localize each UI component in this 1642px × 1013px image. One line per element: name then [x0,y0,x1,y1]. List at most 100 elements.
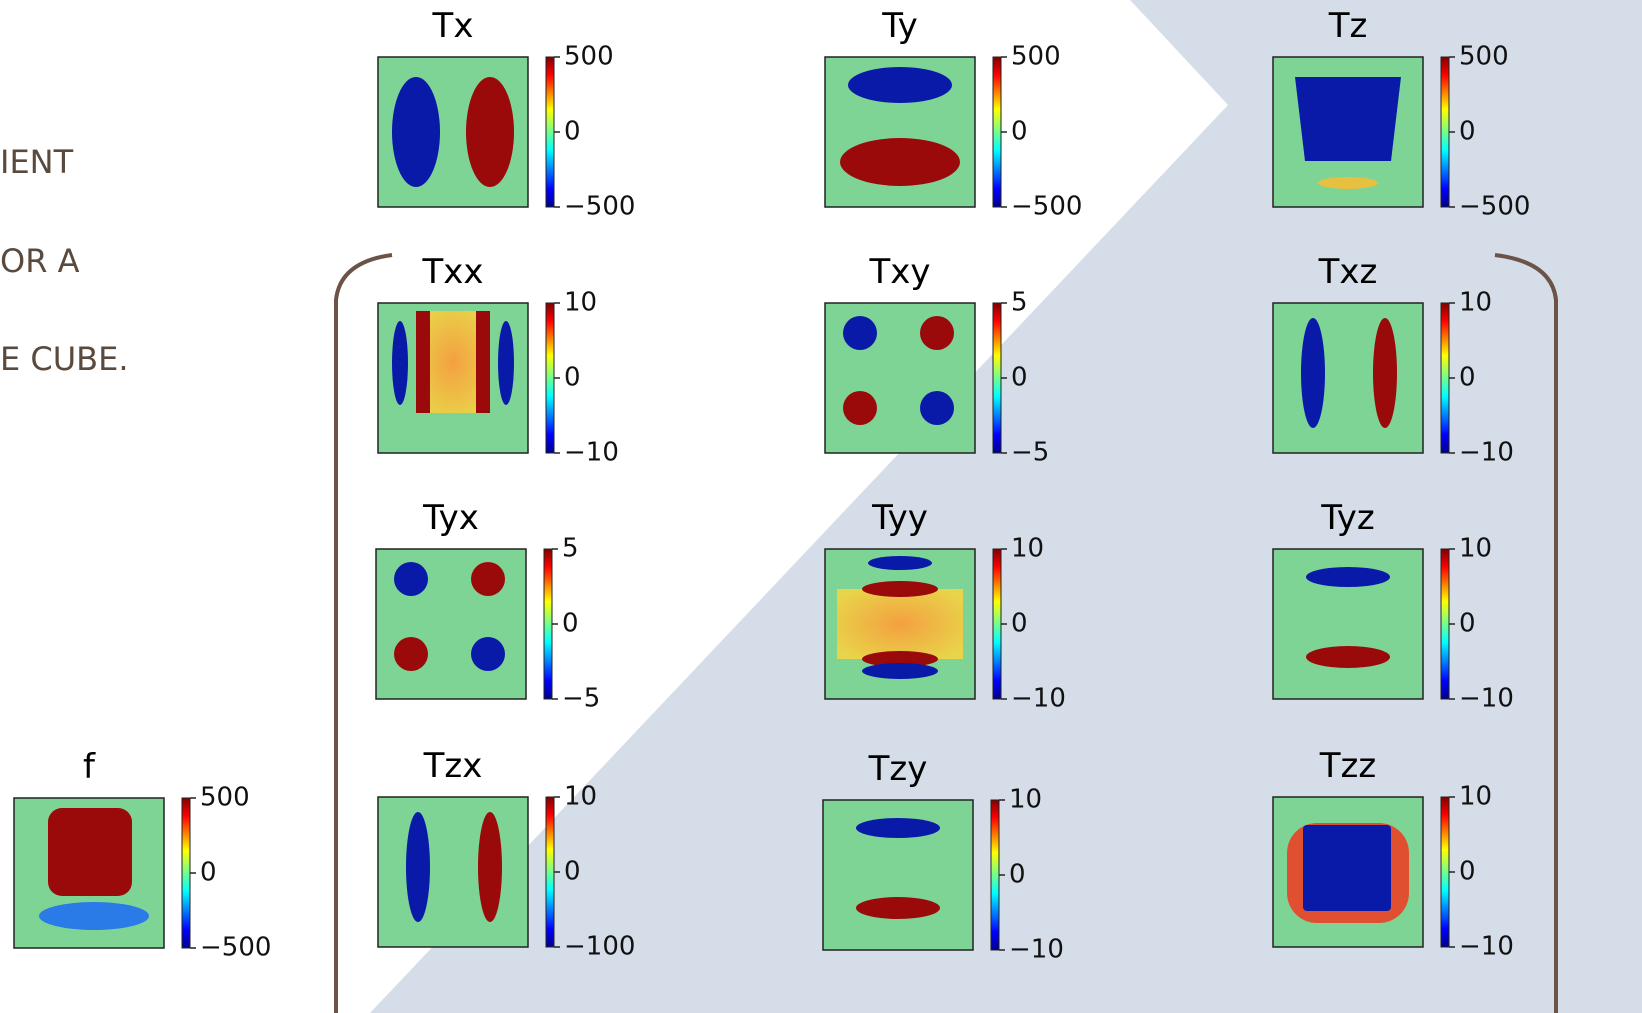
heatmap [377,302,529,454]
heatmap-blob [1303,825,1391,911]
colorbar-tick-label: 0 [564,363,581,393]
heatmap [824,548,976,700]
heatmap-blob [1306,567,1390,587]
panel-title: Tx [432,6,474,46]
colorbar [992,56,1002,208]
heatmap [1272,56,1424,208]
heatmap-blob [862,581,938,597]
heatmap-blob [392,321,408,405]
heatmap [822,799,974,951]
colorbar-tick-label: −500 [564,192,635,222]
heatmap-frame [824,548,976,700]
colorbar-tick-label: 0 [1011,363,1028,393]
heatmap-blob [868,556,932,570]
plot-panel: Tx 500 0 −500 [377,6,635,222]
panel-title: Txx [421,252,483,292]
heatmap-blob [920,316,954,350]
colorbar-tick-label: −10 [564,438,619,468]
heatmap-blob [1318,177,1378,189]
colorbar-tick-label: 0 [1459,609,1476,639]
plot-panel: Tzz 10 0 −10 [1272,746,1514,962]
colorbar [1440,796,1450,948]
colorbar-tick-label: 0 [1011,609,1028,639]
heatmap [1272,796,1424,948]
heatmap-blob [1306,646,1390,668]
colorbar-tick-label: −500 [1459,192,1530,222]
heatmap-blob [1373,318,1397,428]
colorbar-tick-label: −10 [1009,935,1064,965]
plot-panel: Tyx 5 0 −5 [375,498,600,714]
colorbar-tick-label: 10 [564,782,597,812]
heatmap-frame [377,796,529,948]
panel-title: Tzx [423,746,483,786]
plot-panel: Tzy 10 0 −10 [822,749,1064,965]
heatmap-frame [13,797,165,949]
heatmap-frame [824,302,976,454]
heatmap-blob [1301,318,1325,428]
colorbar [990,799,1000,951]
colorbar [543,548,553,700]
colorbar-tick-label: −10 [1011,684,1066,714]
bracket-right [1494,253,1558,1013]
colorbar-tick-label: −500 [200,933,271,963]
colorbar [1440,302,1450,454]
heatmap [1272,548,1424,700]
heatmap-blob [856,897,940,919]
colorbar [545,302,555,454]
heatmap-blob [471,562,505,596]
colorbar-tick-label: −10 [1459,932,1514,962]
heatmap-blob [394,562,428,596]
colorbar-tick-label: 10 [1459,288,1492,318]
heatmap-blob [843,316,877,350]
heatmap [13,797,165,949]
colorbar-tick-label: −10 [1459,684,1514,714]
heatmap [824,56,976,208]
heatmap-blob [840,138,960,186]
heatmap-frame [377,302,529,454]
heatmap-blob [394,637,428,671]
colorbar-tick-label: −100 [564,932,635,962]
colorbar-tick-label: 0 [1011,117,1028,147]
colorbar-tick-label: 0 [1459,857,1476,887]
heatmap [375,548,527,700]
heatmap-blob [498,321,514,405]
background-shape [370,0,1642,1013]
heatmap-frame [375,548,527,700]
heatmap-frame [1272,548,1424,700]
panel-title: Tzz [1319,746,1376,786]
heatmap-blob [392,77,440,187]
plot-panel: Txz 10 0 −10 [1272,252,1514,468]
colorbar [1440,548,1450,700]
panel-title: Ty [881,6,918,46]
heatmap-blob [476,311,490,413]
panel-title: Txz [1318,252,1378,292]
colorbar-tick-label: 5 [562,534,579,564]
panel-title: f [83,747,96,787]
plot-panel: Ty 500 0 −500 [824,6,1082,222]
heatmap-frame [824,56,976,208]
colorbar-tick-label: 10 [1009,785,1042,815]
colorbar-tick-label: 500 [1459,42,1509,72]
heatmap-blob [466,77,514,187]
panel-title: Tyy [871,498,928,538]
colorbar-tick-label: 500 [564,42,614,72]
heatmap [824,302,976,454]
side-text: IENT [0,143,74,181]
colorbar-tick-label: −10 [1459,438,1514,468]
panel-title: Tyx [422,498,479,538]
panel-title: Tz [1328,6,1368,46]
heatmap-blob [416,311,430,413]
colorbar [181,797,191,949]
heatmap-blob [848,67,952,103]
heatmap-blob [406,812,430,922]
panel-title: Tyz [1320,498,1374,538]
colorbar-tick-label: 0 [1009,860,1026,890]
colorbar [992,302,1002,454]
panel-title: Txy [868,252,930,292]
heatmap-frame [1272,302,1424,454]
heatmap-frame [1272,56,1424,208]
heatmap-bg [378,797,528,947]
heatmap [377,56,529,208]
colorbar-tick-label: 0 [200,858,217,888]
